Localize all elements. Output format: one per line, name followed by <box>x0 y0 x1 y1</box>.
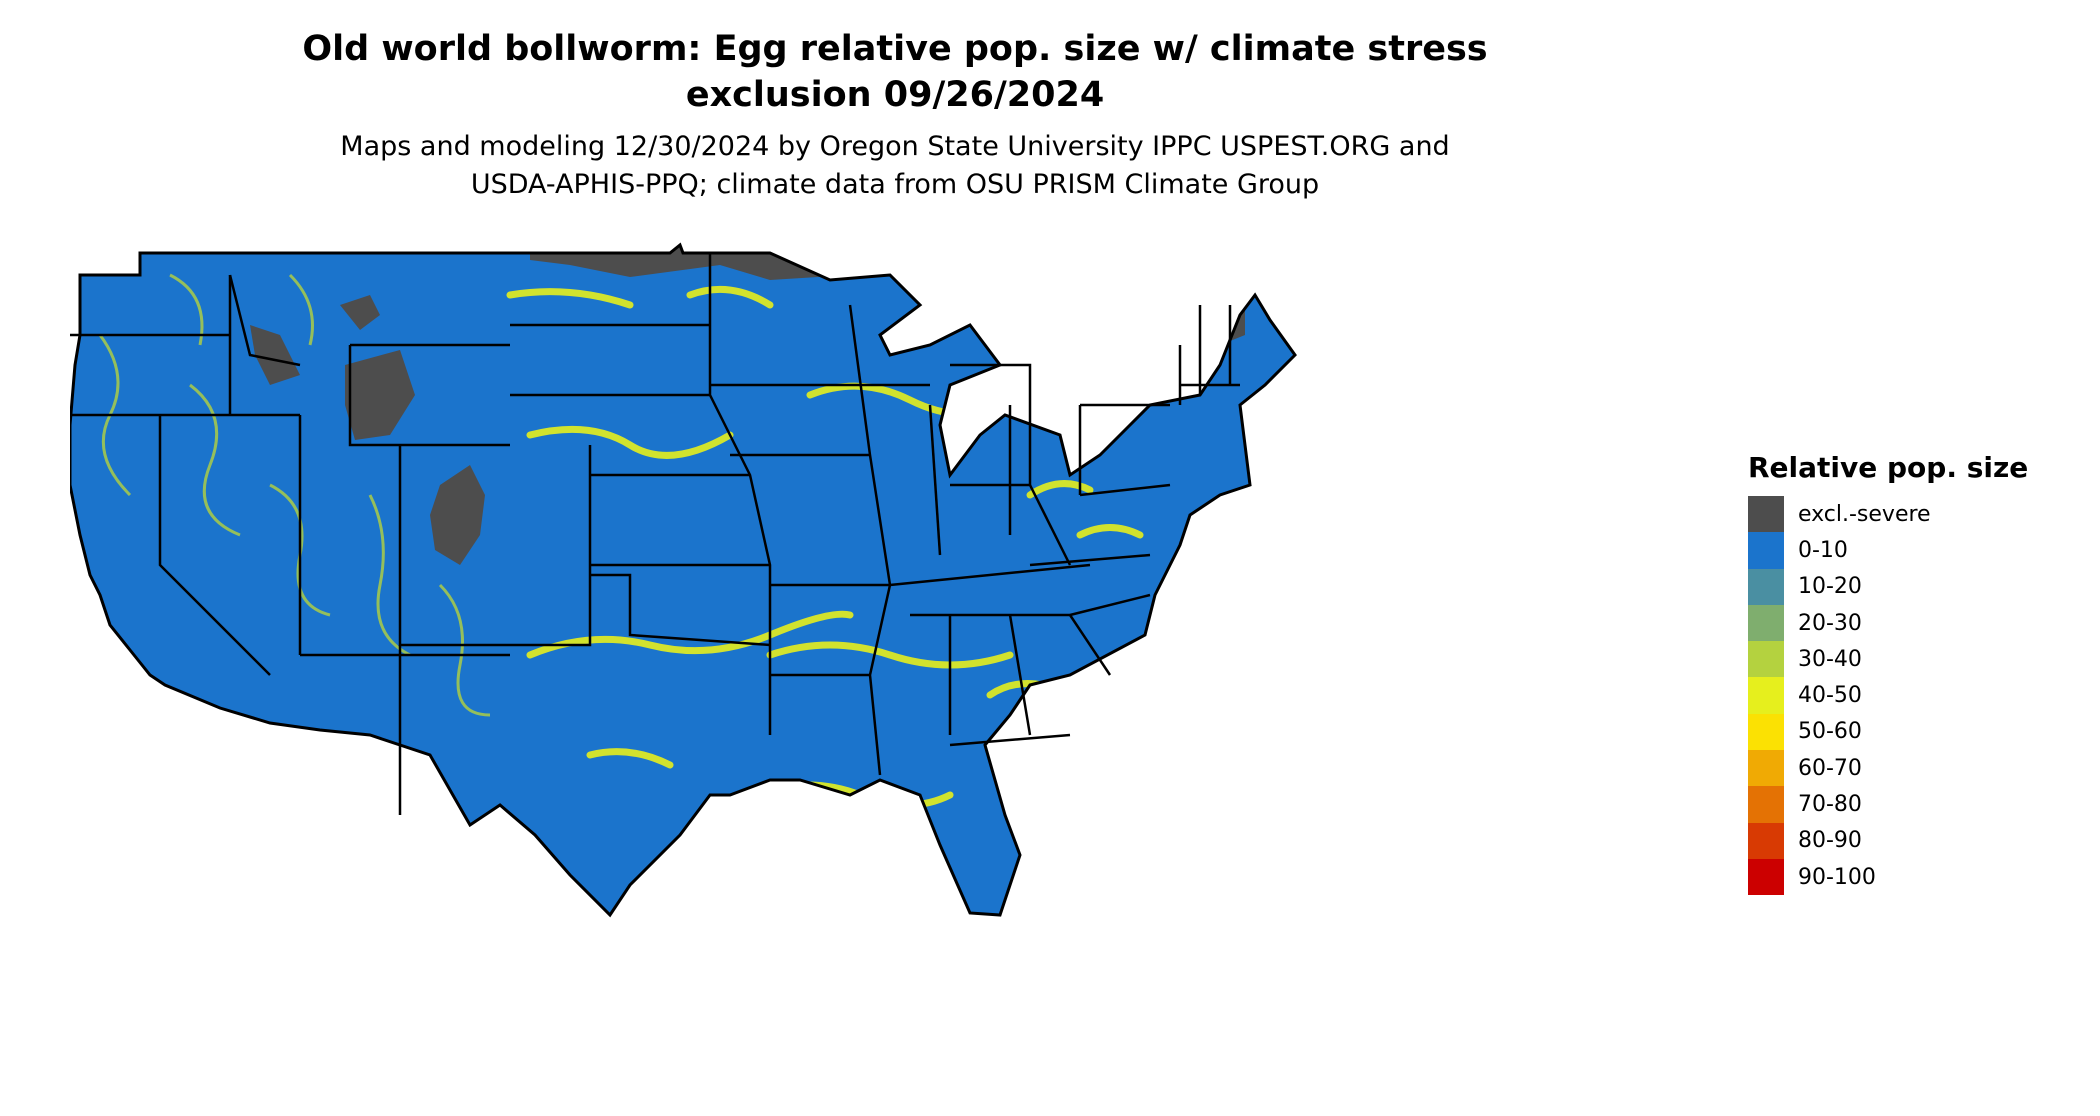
border-al-ga <box>1008 614 1032 736</box>
legend-swatch <box>1748 568 1784 605</box>
border-ky-tn <box>889 563 1091 587</box>
legend-item: 10-20 <box>1748 568 2088 605</box>
excluded-area-colorado <box>430 465 485 565</box>
legend-swatch <box>1748 532 1784 569</box>
legend-item: 90-100 <box>1748 858 2088 896</box>
legend-swatch <box>1748 713 1784 751</box>
legend-label: 80-90 <box>1798 828 1862 854</box>
hotspot-band-1 <box>526 425 734 459</box>
legend-item: 50-60 <box>1748 713 2088 751</box>
legend-swatch <box>1748 677 1784 714</box>
excluded-area-montana <box>340 295 380 330</box>
border-ca-nv <box>158 415 271 676</box>
legend-item: 20-30 <box>1748 604 2088 642</box>
title-line-2: exclusion 09/26/2024 <box>685 75 1105 115</box>
border-co <box>398 445 592 647</box>
legend-label: 10-20 <box>1798 574 1862 600</box>
legend-item: excl.-severe <box>1748 496 2088 533</box>
hotspot-band-11 <box>586 748 674 769</box>
legend-item: 80-90 <box>1748 822 2088 859</box>
border-il-in <box>928 404 942 556</box>
border-ga-fl <box>949 733 1071 747</box>
us-map <box>70 243 1297 917</box>
hotspot-band-9 <box>1026 480 1094 499</box>
fine-band-7 <box>288 273 314 346</box>
legend-label: excl.-severe <box>1798 501 1931 527</box>
border-va-nc <box>1029 553 1151 567</box>
legend-swatch <box>1748 604 1784 642</box>
legend-label: 70-80 <box>1798 792 1862 818</box>
excluded-area-wyoming <box>345 350 415 440</box>
border-pa-md <box>1079 483 1171 497</box>
hotspot-band-6 <box>506 288 634 309</box>
legend-item: 30-40 <box>1748 641 2088 678</box>
legend-swatch <box>1748 641 1784 678</box>
legend-label: 90-100 <box>1798 864 1876 890</box>
legend-swatch <box>1748 786 1784 823</box>
legend-label: 20-30 <box>1798 610 1862 636</box>
border-id-mt <box>228 274 301 367</box>
map-subtitle: Maps and modeling 12/30/2024 by Oregon S… <box>0 128 1790 204</box>
subtitle-line-2: USDA-APHIS-PPQ; climate data from OSU PR… <box>470 169 1320 200</box>
legend-swatch <box>1748 496 1784 533</box>
hotspot-band-2 <box>526 610 854 659</box>
legend-item: 70-80 <box>1748 786 2088 823</box>
fine-band-5 <box>438 583 491 717</box>
legend-title: Relative pop. size <box>1748 451 2029 484</box>
hotspot-band-3 <box>766 641 1014 669</box>
legend-item: 0-10 <box>1748 532 2088 569</box>
fine-band-2 <box>189 383 241 537</box>
state-borders <box>70 253 1240 815</box>
border-nc-sc <box>1069 593 1151 617</box>
border-plains-east <box>708 253 772 735</box>
excluded-area-arizona <box>260 790 345 855</box>
map-title: Old world bollworm: Egg relative pop. si… <box>0 26 1790 118</box>
border-wv <box>1028 484 1072 566</box>
title-line-1: Old world bollworm: Egg relative pop. si… <box>302 29 1488 69</box>
border-wy <box>348 345 510 447</box>
legend: Relative pop. size excl.-severe 0-10 10-20… <box>1748 450 2088 896</box>
legend-swatch <box>1748 858 1784 896</box>
border-ga-sc <box>1068 614 1112 676</box>
legend-label: 0-10 <box>1798 537 1848 563</box>
excluded-area-california <box>215 795 250 825</box>
fine-band-4 <box>368 494 411 657</box>
map-land-group <box>70 243 1297 917</box>
legend-item: 60-70 <box>1748 750 2088 787</box>
legend-label: 30-40 <box>1798 646 1862 672</box>
hotspot-band-7 <box>686 285 774 309</box>
legend-items: excl.-severe 0-10 10-20 20-30 30-40 40-50 50-6… <box>1748 496 2088 896</box>
legend-label: 40-50 <box>1798 683 1862 709</box>
legend-swatch <box>1748 750 1784 787</box>
hotspot-band-12 <box>646 861 714 879</box>
excluded-area-idaho <box>250 325 300 385</box>
legend-label: 60-70 <box>1798 755 1862 781</box>
legend-swatch <box>1748 822 1784 859</box>
hotspot-band-10 <box>1076 524 1144 539</box>
legend-item: 40-50 <box>1748 677 2088 714</box>
subtitle-line-1: Maps and modeling 12/30/2024 by Oregon S… <box>340 131 1450 162</box>
border-ok-tx <box>590 573 771 647</box>
legend-label: 50-60 <box>1798 719 1862 745</box>
